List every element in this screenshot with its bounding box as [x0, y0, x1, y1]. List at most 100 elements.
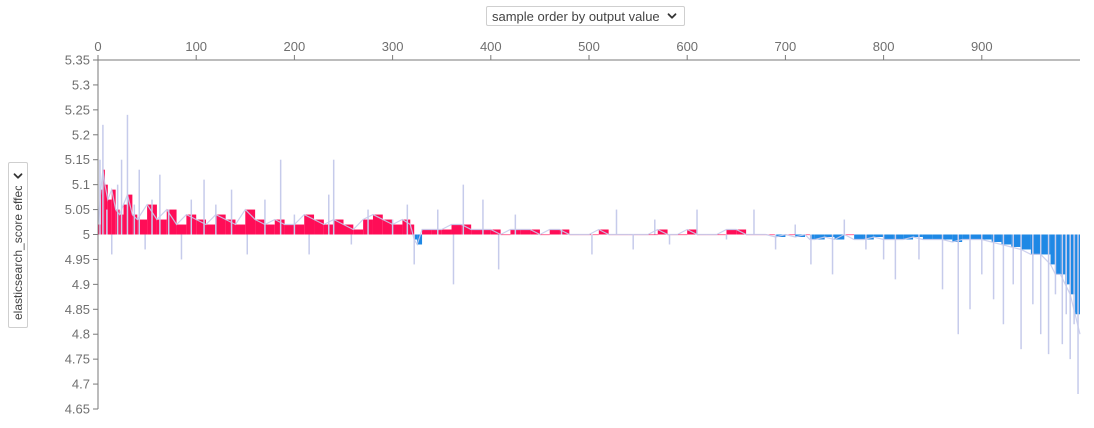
- positive-effect-bar: [520, 229, 531, 235]
- positive-effect-bar: [264, 224, 275, 235]
- y-tick-label: 4.65: [65, 402, 90, 417]
- y-tick-label: 5: [83, 227, 90, 242]
- x-tick-label: 0: [94, 39, 101, 54]
- positive-effect-bar: [255, 219, 265, 235]
- positive-effect-bar: [647, 234, 658, 236]
- positive-effect-bar: [245, 209, 256, 235]
- negative-effect-bar: [1070, 234, 1076, 295]
- negative-effect-bar: [922, 234, 933, 240]
- positive-effect-bar: [314, 219, 324, 235]
- x-tick-label: 900: [971, 39, 993, 54]
- negative-effect-bar: [903, 234, 914, 240]
- negative-effect-bar: [981, 234, 992, 240]
- x-tick-label: 400: [480, 39, 502, 54]
- negative-effect-bar: [863, 234, 874, 240]
- negative-effect-bar: [417, 234, 423, 245]
- positive-effect-bar: [353, 229, 364, 235]
- positive-effect-bar: [215, 214, 226, 235]
- axis-layer: 0 100 200 300 400 500 600 700 800 9005.355.35.255…: [65, 39, 1080, 417]
- y-tick-label: 5.1: [72, 177, 90, 192]
- x-order-select[interactable]: sample order by output value: [486, 6, 685, 26]
- y-tick-label: 5.35: [65, 53, 90, 68]
- positive-effect-bar: [441, 229, 452, 235]
- positive-effect-bar: [726, 229, 737, 235]
- positive-effect-bar: [100, 189, 103, 235]
- positive-effect-bar: [156, 219, 167, 235]
- positive-effect-bar: [589, 234, 599, 236]
- positive-effect-bar: [410, 224, 415, 235]
- positive-effect-bar: [844, 234, 855, 236]
- positive-effect-bar: [137, 219, 148, 235]
- x-tick-label: 300: [382, 39, 404, 54]
- negative-effect-bar: [913, 234, 923, 237]
- effect-area-layer: [98, 169, 1080, 315]
- negative-effect-bar: [971, 234, 982, 240]
- positive-effect-bar: [176, 224, 187, 235]
- negative-effect-bar: [414, 234, 418, 240]
- positive-effect-bar: [402, 219, 411, 235]
- positive-effect-bar: [284, 224, 295, 235]
- spike-layer: [99, 114, 1079, 395]
- y-tick-label: 5.25: [65, 102, 90, 117]
- positive-effect-bar: [102, 169, 105, 235]
- negative-effect-bar: [1050, 234, 1056, 265]
- negative-effect-bar: [1001, 234, 1012, 245]
- x-tick-label: 200: [284, 39, 306, 54]
- chevron-right-icon: [13, 173, 23, 179]
- positive-effect-bar: [127, 194, 133, 235]
- negative-effect-bar: [854, 234, 864, 240]
- y-tick-label: 5.05: [65, 202, 90, 217]
- positive-effect-bar: [343, 224, 354, 235]
- effect-outline: [97, 169, 1081, 335]
- positive-effect-bar: [372, 214, 383, 235]
- positive-effect-bar: [480, 229, 491, 235]
- y-tick-label: 4.75: [65, 352, 90, 367]
- positive-effect-bar: [333, 219, 344, 235]
- positive-effect-bar: [677, 234, 688, 236]
- negative-effect-bar: [1040, 234, 1051, 255]
- negative-effect-bar: [1065, 234, 1071, 285]
- x-tick-label: 100: [185, 39, 207, 54]
- positive-effect-bar: [805, 234, 810, 236]
- positive-effect-bar: [196, 219, 207, 235]
- positive-effect-bar: [549, 229, 560, 235]
- negative-effect-bar: [962, 234, 972, 240]
- positive-effect-bar: [765, 234, 776, 236]
- positive-effect-bar: [235, 224, 246, 235]
- y-tick-label: 4.85: [65, 302, 90, 317]
- y-tick-label: 4.95: [65, 252, 90, 267]
- negative-effect-bar: [942, 234, 953, 240]
- chevron-down-icon: [667, 13, 677, 19]
- y-tick-label: 4.7: [72, 377, 90, 392]
- negative-effect-bar: [814, 234, 825, 240]
- x-order-label: sample order by output value: [492, 8, 660, 24]
- negative-effect-bar: [1011, 234, 1022, 247]
- negative-effect-bar: [932, 234, 943, 240]
- x-tick-label: 600: [676, 39, 698, 54]
- negative-effect-bar: [952, 234, 963, 242]
- x-tick-label: 500: [578, 39, 600, 54]
- positive-effect-bar: [225, 219, 236, 235]
- positive-effect-bar: [166, 209, 177, 235]
- positive-effect-bar: [471, 229, 481, 235]
- y-tick-label: 5.15: [65, 152, 90, 167]
- positive-effect-bar: [461, 224, 472, 235]
- positive-effect-bar: [431, 229, 442, 235]
- x-tick-label: 800: [873, 39, 895, 54]
- negative-effect-bar: [991, 234, 1002, 242]
- y-tick-label: 4.9: [72, 277, 90, 292]
- y-tick-label: 5.2: [72, 127, 90, 142]
- positive-effect-bar: [382, 219, 393, 235]
- positive-effect-bar: [451, 224, 462, 235]
- positive-effect-bar: [539, 234, 550, 236]
- negative-effect-bar: [883, 234, 894, 240]
- negative-effect-bar: [1055, 234, 1061, 275]
- positive-effect-bar: [274, 219, 285, 235]
- positive-effect-bar: [123, 204, 128, 235]
- positive-effect-bar: [500, 234, 511, 236]
- negative-effect-bar: [873, 234, 884, 237]
- positive-effect-bar: [304, 214, 315, 235]
- positive-effect-bar: [392, 224, 403, 235]
- y-effect-select[interactable]: elasticsearch_score effects: [8, 162, 28, 328]
- negative-effect-bar: [1030, 234, 1041, 255]
